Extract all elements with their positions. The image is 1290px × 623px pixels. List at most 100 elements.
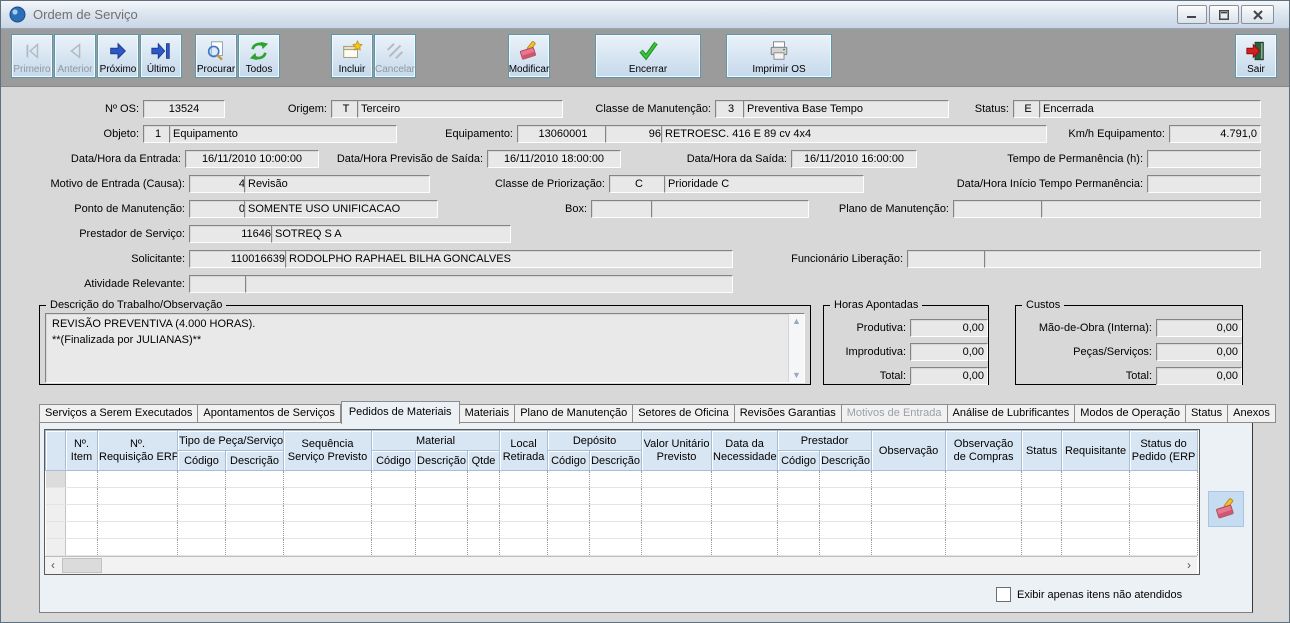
tab-revisoes-garantias[interactable]: Revisões Garantias [734, 404, 842, 423]
maintenance-point-desc-field[interactable]: SOMENTE USO UNIFICACAO [244, 200, 438, 218]
box-desc-field[interactable] [651, 200, 809, 218]
box-code-field[interactable] [591, 200, 655, 218]
tab-setores-de-oficina[interactable]: Setores de Oficina [633, 404, 735, 423]
maintenance-plan-code-field[interactable] [953, 200, 1043, 218]
col-status-header: Status [1021, 430, 1063, 471]
parts-cost-field[interactable]: 0,00 [1156, 343, 1242, 361]
expected-exit-field[interactable]: 16/11/2010 18:00:00 [487, 150, 621, 168]
scroll-down-icon[interactable]: ▼ [792, 370, 801, 380]
scroll-right-icon[interactable]: › [1187, 558, 1191, 572]
next-label: Próximo [99, 64, 137, 75]
new-record-icon [341, 37, 363, 64]
finish-button[interactable]: Encerrar [595, 34, 701, 78]
tab-apontamentos-de-servicos[interactable]: Apontamentos de Serviços [198, 404, 341, 423]
print-button[interactable]: Imprimir OS [726, 34, 832, 78]
col-purchase-observation-header: Observação de Compras [945, 430, 1023, 471]
first-button[interactable]: Primeiro [11, 34, 53, 78]
requester-label: Solicitante: [131, 253, 185, 265]
grid-modify-button[interactable] [1208, 491, 1244, 527]
equipment-code2-field[interactable]: 96 [605, 125, 665, 143]
all-button[interactable]: Todos [238, 34, 280, 78]
close-button[interactable] [1241, 5, 1274, 24]
previous-icon [64, 37, 86, 64]
horizontal-scrollbar[interactable]: ‹ › [45, 556, 1197, 574]
priority-class-code-field[interactable]: C [609, 175, 669, 193]
entry-reason-desc-field[interactable]: Revisão [244, 175, 430, 193]
maximize-button[interactable] [1209, 5, 1239, 24]
exit-button[interactable]: Sair [1235, 34, 1277, 78]
table-row[interactable] [45, 487, 1199, 505]
tab-materiais[interactable]: Materiais [459, 404, 516, 423]
requester-desc-field[interactable]: RODOLPHO RAPHAEL BILHA GONCALVES [285, 250, 733, 268]
origin-desc-field[interactable]: Terceiro [357, 100, 563, 118]
costs-total-field[interactable]: 0,00 [1156, 367, 1242, 385]
object-desc-field[interactable]: Equipamento [169, 125, 397, 143]
requester-code-field[interactable]: 110016639 [189, 250, 289, 268]
stay-time-field[interactable] [1147, 150, 1261, 168]
maintenance-class-label: Classe de Manutenção: [595, 103, 711, 115]
service-provider-desc-field[interactable]: SOTREQ S A [271, 225, 511, 243]
minimize-button[interactable] [1177, 5, 1207, 24]
maintenance-class-desc-field[interactable]: Preventiva Base Tempo [743, 100, 949, 118]
col-type-desc-header: Descrição [225, 450, 284, 471]
scroll-up-icon[interactable]: ▲ [792, 316, 801, 326]
entry-reason-code-field[interactable]: 4 [189, 175, 249, 193]
memo-line-2: **(Finalizada por JULIANAS)** [52, 334, 202, 346]
scroll-left-icon[interactable]: ‹ [51, 558, 55, 572]
show-unfulfilled-checkbox[interactable] [996, 587, 1011, 602]
maximize-icon [1219, 9, 1229, 20]
hours-total-field[interactable]: 0,00 [910, 367, 988, 385]
modify-button[interactable]: Modificar [508, 34, 550, 78]
col-observation-header: Observação [871, 430, 947, 471]
object-label: Objeto: [103, 128, 139, 140]
stay-start-field[interactable] [1147, 175, 1261, 193]
service-provider-code-field[interactable]: 11646 [189, 225, 275, 243]
unproductive-field[interactable]: 0,00 [910, 343, 988, 361]
tab-anexos[interactable]: Anexos [1228, 404, 1276, 423]
col-need-date-header: Data da Necessidade [711, 430, 779, 471]
equipment-desc-field[interactable]: RETROESC. 416 E 89 cv 4x4 [661, 125, 1047, 143]
next-icon [107, 37, 129, 64]
priority-class-desc-field[interactable]: Prioridade C [664, 175, 864, 193]
tab-modos-de-operacao[interactable]: Modos de Operação [1075, 404, 1186, 423]
status-desc-field[interactable]: Encerrada [1039, 100, 1261, 118]
exit-door-icon [1245, 37, 1267, 64]
work-description-memo[interactable]: REVISÃO PREVENTIVA (4.000 HORAS). **(Fin… [45, 313, 805, 383]
next-button[interactable]: Próximo [97, 34, 139, 78]
tab-servicos-a-serem-executados[interactable]: Serviços a Serem Executados [39, 404, 199, 423]
last-button[interactable]: Último [140, 34, 182, 78]
first-label: Primeiro [13, 64, 51, 75]
maintenance-class-code-field[interactable]: 3 [715, 100, 747, 118]
search-button[interactable]: Procurar [195, 34, 237, 78]
labor-cost-field[interactable]: 0,00 [1156, 319, 1242, 337]
entry-datetime-field[interactable]: 16/11/2010 10:00:00 [185, 150, 319, 168]
tab-pedidos-de-materiais[interactable]: Pedidos de Materiais [340, 401, 460, 424]
maintenance-point-code-field[interactable]: 0 [189, 200, 249, 218]
os-number-field[interactable]: 13524 [143, 100, 225, 118]
add-button[interactable]: Incluir [331, 34, 373, 78]
relevant-activity-code-field[interactable] [189, 275, 249, 293]
relevant-activity-desc-field[interactable] [245, 275, 733, 293]
maintenance-plan-desc-field[interactable] [1041, 200, 1261, 218]
tab-plano-de-manutencao[interactable]: Plano de Manutenção [515, 404, 634, 423]
release-employee-desc-field[interactable] [984, 250, 1261, 268]
productive-field[interactable]: 0,00 [910, 319, 988, 337]
table-row[interactable] [45, 470, 1199, 488]
cancel-button[interactable]: Cancelar [374, 34, 416, 78]
service-provider-label: Prestador de Serviço: [79, 228, 185, 240]
equipment-label: Equipamento: [445, 128, 513, 140]
equipment-code-field[interactable]: 13060001 [517, 125, 609, 143]
table-row[interactable] [45, 538, 1199, 556]
table-row[interactable] [45, 521, 1199, 539]
col-order-status-header: Status do Pedido (ERP [1129, 430, 1199, 471]
memo-scrollbar[interactable]: ▲ ▼ [788, 314, 804, 382]
tab-status[interactable]: Status [1185, 404, 1229, 423]
previous-button[interactable]: Anterior [54, 34, 96, 78]
release-employee-code-field[interactable] [907, 250, 985, 268]
tab-analise-de-lubrificantes[interactable]: Análise de Lubrificantes [947, 404, 1076, 423]
table-row[interactable] [45, 504, 1199, 522]
exit-datetime-field[interactable]: 16/11/2010 16:00:00 [791, 150, 917, 168]
kmh-field[interactable]: 4.791,0 [1169, 125, 1261, 143]
scrollbar-thumb[interactable] [62, 558, 102, 573]
